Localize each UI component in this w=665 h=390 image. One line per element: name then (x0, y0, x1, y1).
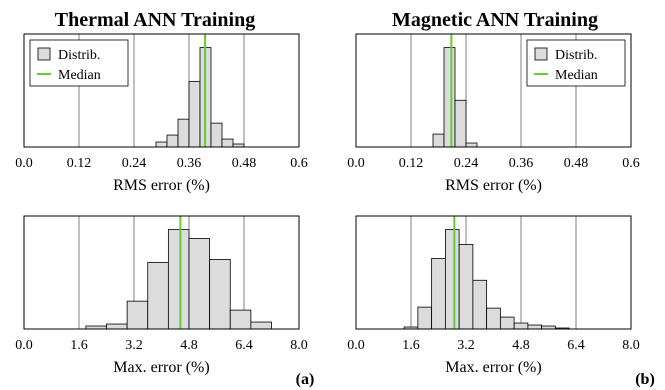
legend: Distrib. Median (526, 39, 626, 87)
histogram-bar (472, 279, 488, 330)
histogram-bar (188, 238, 211, 330)
histogram-bar (177, 118, 190, 148)
thermal-rms-histogram: 0.0 0.12 0.24 0.36 0.48 0.6 RMS error (%) Distr… (15, 33, 308, 194)
plot-frame (23, 33, 300, 148)
x-tick-label: 0.0 (347, 338, 365, 353)
x-tick-label: 3.2 (125, 338, 143, 353)
x-axis-label: RMS error (%) (445, 177, 542, 194)
plot-frame (355, 33, 632, 148)
histogram-bar (443, 47, 456, 148)
x-tick-label: 3.2 (457, 338, 475, 353)
x-tick-label: 0.24 (122, 156, 147, 171)
histogram-bar (147, 261, 169, 330)
legend-distrib-label: Distrib. (58, 48, 100, 63)
x-tick-label: 0.36 (509, 156, 534, 171)
histogram-bar (432, 133, 445, 148)
histogram-bar (209, 258, 231, 330)
histogram-bar (166, 134, 179, 148)
histogram-bar (210, 122, 223, 148)
legend-distrib-label: Distrib. (555, 48, 597, 63)
legend-distrib-swatch (534, 47, 548, 61)
legend-distrib-swatch (37, 47, 51, 61)
histogram-bar (188, 80, 201, 148)
magnetic-rms-histogram: 0.0 0.12 0.24 0.36 0.48 0.6 RMS error (%) Distr… (347, 33, 640, 194)
panel-label-a: (a) (296, 371, 315, 388)
histogram-bar (126, 300, 149, 330)
histogram-bar (106, 323, 128, 330)
legend: Distrib. Median (29, 39, 129, 87)
x-tick-label: 0.12 (67, 156, 92, 171)
thermal-max-error-histogram: 0.0 1.6 3.2 4.8 6.4 8.0 Max. error (%) (15, 215, 308, 376)
x-axis-label: Max. error (%) (445, 359, 541, 376)
magnetic-max-error-histogram: 0.0 1.6 3.2 4.8 6.4 8.0 Max. error (%) (347, 215, 640, 376)
histogram-bar (513, 322, 529, 330)
x-tick-label: 0.48 (232, 156, 257, 171)
histogram-bar (250, 321, 272, 330)
histogram-bar (221, 138, 234, 148)
x-axis-label: RMS error (%) (113, 177, 210, 194)
histogram-bar (499, 316, 515, 330)
histogram-bar (458, 244, 474, 330)
plot-frame (355, 215, 632, 330)
histogram-bar (167, 229, 190, 330)
thermal-column-title: Thermal ANN Training (55, 9, 255, 31)
histogram-bar (229, 309, 252, 330)
x-axis-label: Max. error (%) (113, 359, 209, 376)
x-tick-label: 0.24 (454, 156, 479, 171)
x-tick-label: 4.8 (180, 338, 198, 353)
x-tick-label: 4.8 (512, 338, 530, 353)
x-tick-label: 0.6 (290, 156, 308, 171)
histogram-bar (444, 229, 460, 330)
x-tick-label: 0.6 (622, 156, 640, 171)
legend-median-label: Median (555, 68, 598, 83)
x-tick-label: 6.4 (235, 338, 253, 353)
histogram-bar (454, 99, 467, 148)
magnetic-column-title: Magnetic ANN Training (392, 9, 598, 31)
x-tick-label: 8.0 (290, 338, 308, 353)
x-tick-label: 1.6 (402, 338, 420, 353)
x-tick-label: 0.0 (347, 156, 365, 171)
x-tick-label: 0.48 (564, 156, 589, 171)
histogram-bar (465, 142, 478, 148)
x-tick-label: 0.36 (177, 156, 202, 171)
histogram-bar (431, 257, 446, 330)
x-tick-label: 0.0 (15, 156, 33, 171)
panel-label-b: (b) (635, 371, 655, 388)
histogram-bar (417, 306, 433, 330)
x-tick-label: 0.12 (399, 156, 424, 171)
x-tick-label: 8.0 (622, 338, 640, 353)
histogram-bar (527, 324, 543, 330)
x-tick-label: 0.0 (15, 338, 33, 353)
x-tick-label: 1.6 (70, 338, 88, 353)
legend-median-label: Median (58, 68, 101, 83)
x-tick-label: 6.4 (567, 338, 585, 353)
plot-frame (23, 215, 300, 330)
histogram-bar (486, 307, 501, 330)
histogram-bar (155, 141, 168, 148)
